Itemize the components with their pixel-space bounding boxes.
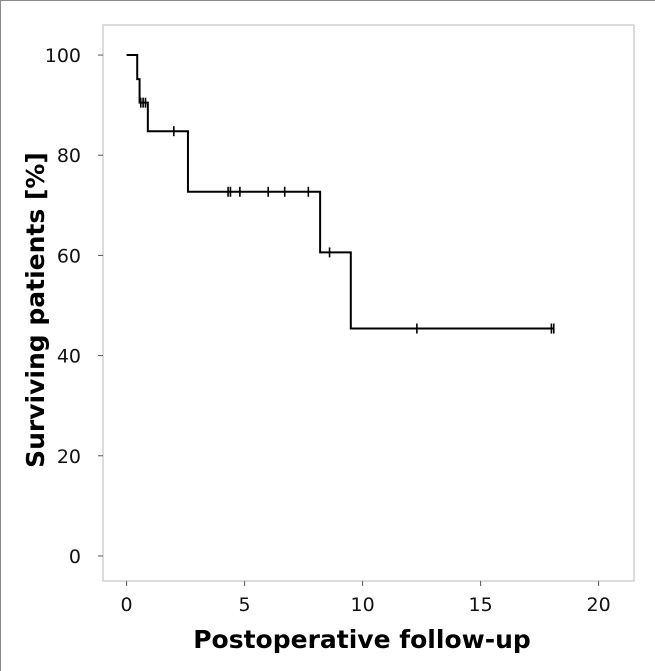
- y-tick-label: 20: [57, 446, 81, 468]
- y-tick-label: 100: [45, 45, 81, 67]
- x-axis: 0 5 10 15 20: [121, 581, 611, 616]
- y-tick-label: 80: [57, 145, 81, 167]
- y-tick-label: 60: [57, 245, 81, 267]
- x-tick-label: 15: [469, 594, 493, 616]
- x-tick-label: 20: [587, 594, 611, 616]
- y-tick-label: 40: [57, 346, 81, 368]
- y-axis-title: Surviving patients [%]: [21, 152, 50, 468]
- x-axis-title: Postoperative follow-up: [193, 625, 531, 654]
- y-tick-label: 0: [69, 546, 81, 568]
- y-axis: 0 20 40 60 80 100: [45, 45, 103, 568]
- x-tick-label: 10: [351, 594, 375, 616]
- plot-area-border: [102, 24, 635, 582]
- x-tick-label: 0: [121, 594, 133, 616]
- x-tick-label: 5: [239, 594, 251, 616]
- censor-marks: [139, 97, 555, 334]
- survival-curve: [126, 54, 554, 330]
